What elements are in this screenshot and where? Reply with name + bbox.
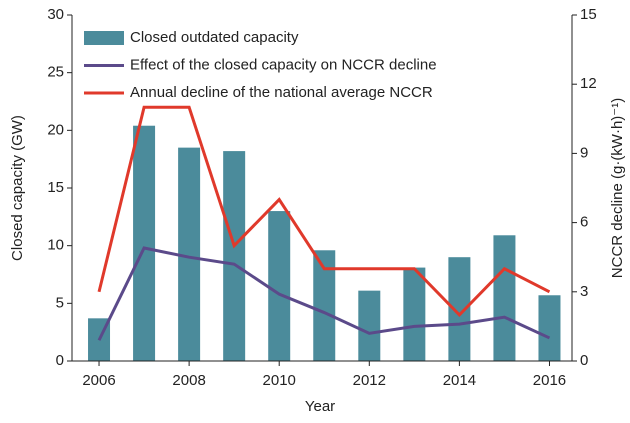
y-tick-label: 30 [47, 6, 64, 23]
y-tick-label: 5 [56, 294, 64, 311]
y2-tick-label: 9 [580, 144, 588, 161]
y2-tick-label: 6 [580, 214, 588, 231]
y2-tick-label: 15 [580, 6, 597, 23]
bar [133, 125, 156, 361]
x-axis-label: Year [305, 398, 335, 415]
legend-label: Annual decline of the national average N… [130, 84, 433, 101]
bar [268, 211, 291, 361]
x-tick-label: 2014 [443, 372, 476, 389]
bar [493, 235, 516, 361]
bar [313, 250, 336, 361]
x-tick-label: 2012 [353, 372, 386, 389]
bar [538, 295, 561, 361]
legend-label: Closed outdated capacity [130, 29, 299, 46]
y-axis-label: Closed capacity (GW) [9, 115, 26, 261]
y-tick-label: 20 [47, 121, 64, 138]
legend-label: Effect of the closed capacity on NCCR de… [130, 56, 437, 73]
y-tick-label: 15 [47, 179, 64, 196]
x-tick-label: 2016 [533, 372, 566, 389]
y-tick-label: 25 [47, 64, 64, 81]
line [97, 105, 551, 318]
y-tick-label: 0 [56, 352, 64, 369]
bar [403, 267, 426, 361]
line [97, 246, 551, 341]
bar [178, 147, 201, 361]
y-tick-label: 10 [47, 237, 64, 254]
x-tick-label: 2008 [172, 372, 205, 389]
y2-axis-label: NCCR decline (g·(kW·h)⁻¹) [609, 98, 626, 278]
bar [448, 257, 471, 361]
bar [358, 290, 381, 361]
y2-tick-label: 12 [580, 75, 597, 92]
bar [223, 151, 246, 361]
y2-tick-label: 0 [580, 352, 588, 369]
legend-swatch [84, 31, 124, 45]
x-tick-label: 2006 [82, 372, 115, 389]
x-tick-label: 2010 [263, 372, 296, 389]
y2-tick-label: 3 [580, 283, 588, 300]
